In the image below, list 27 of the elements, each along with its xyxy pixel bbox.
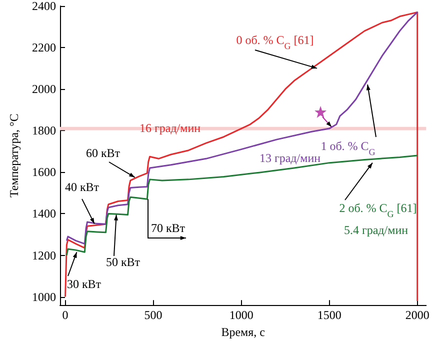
x-tick-label: 1000	[229, 308, 254, 322]
annotation: 16 град/мин	[139, 121, 202, 135]
x-tick-label: 500	[144, 308, 162, 322]
annotation: 13 град/мин	[259, 151, 322, 165]
line-series	[66, 11, 418, 245]
y-tick-label: 1600	[32, 165, 56, 180]
line-series	[64, 11, 418, 302]
x-tick-label: 0	[62, 308, 68, 322]
annotation: 30 кВт	[66, 277, 102, 291]
y-tick-label: 2400	[32, 0, 56, 13]
annotation: 0 об. % C$_{G}$ [61]	[236, 33, 314, 51]
y-axis-title: Температура, °C	[7, 114, 21, 198]
annotation: 5.4 град/мин	[344, 223, 409, 237]
y-tick-label: 2200	[32, 40, 56, 55]
y-tick-label: 1400	[32, 206, 56, 221]
annotation: 60 кВт	[86, 146, 121, 160]
y-tick-label: 1000	[32, 290, 56, 304]
annotation: 40 кВт	[64, 180, 100, 194]
y-tick-label: 2000	[32, 82, 56, 96]
y-tick-label: 1800	[32, 124, 56, 138]
y-tick-label: 1200	[32, 248, 56, 262]
annotation: 2 об. % C$_{G}$ [61]	[339, 201, 417, 219]
annotation: 50 кВт	[106, 255, 141, 269]
x-axis-title: Время, с	[221, 325, 265, 339]
x-tick-label: 2000	[405, 308, 430, 322]
x-tick-label: 1500	[317, 308, 342, 322]
annotation: 1 об. % C$_{G}$	[320, 139, 376, 157]
